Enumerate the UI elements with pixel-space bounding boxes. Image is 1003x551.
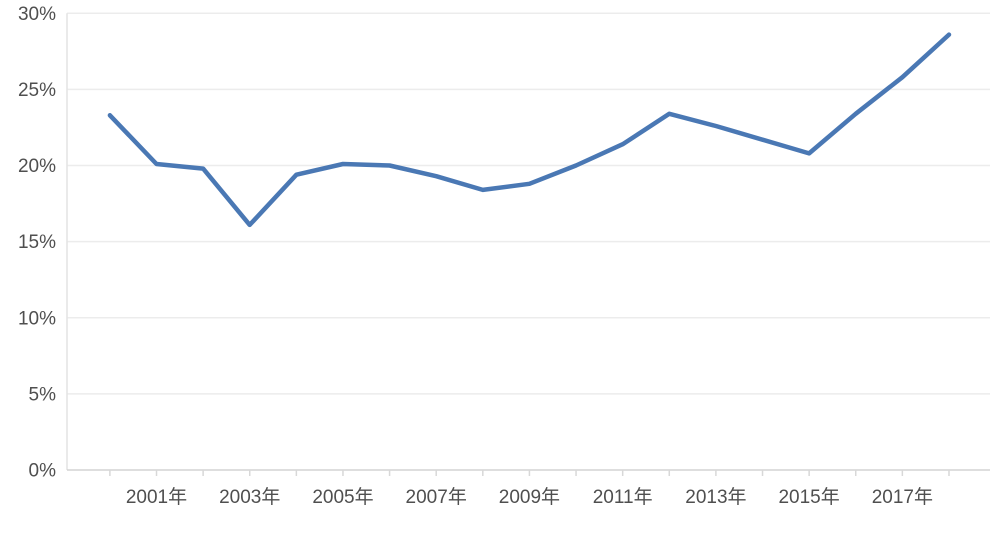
- y-tick-label: 0%: [29, 461, 57, 482]
- x-tick-label: 2007年: [406, 486, 467, 508]
- y-tick-label: 20%: [18, 156, 56, 177]
- y-tick-label: 30%: [18, 4, 56, 25]
- data-series-line: [107, 32, 952, 228]
- x-tick-label: 2009年: [499, 486, 560, 508]
- y-tick-label: 15%: [18, 232, 56, 253]
- x-axis-ticks: [109, 470, 950, 476]
- y-tick-label: 5%: [29, 384, 57, 405]
- x-tick-label: 2001年: [126, 486, 187, 508]
- x-tick-label: 2011年: [593, 486, 653, 508]
- x-axis-labels: 2001年 2003年 2005年 2007年 2009年 2011年 2013年 2015年…: [126, 486, 933, 508]
- y-tick-label: 25%: [18, 80, 56, 101]
- y-tick-label: 10%: [18, 308, 56, 329]
- gridlines: [67, 12, 990, 395]
- x-tick-label: 2005年: [312, 486, 373, 508]
- x-tick-label: 2003年: [219, 486, 280, 508]
- x-tick-label: 2015年: [778, 486, 839, 508]
- x-tick-label: 2017年: [872, 486, 933, 508]
- x-tick-label: 2013年: [685, 486, 746, 508]
- y-axis-labels: 0% 5% 10% 15% 20% 25% 30%: [18, 4, 56, 482]
